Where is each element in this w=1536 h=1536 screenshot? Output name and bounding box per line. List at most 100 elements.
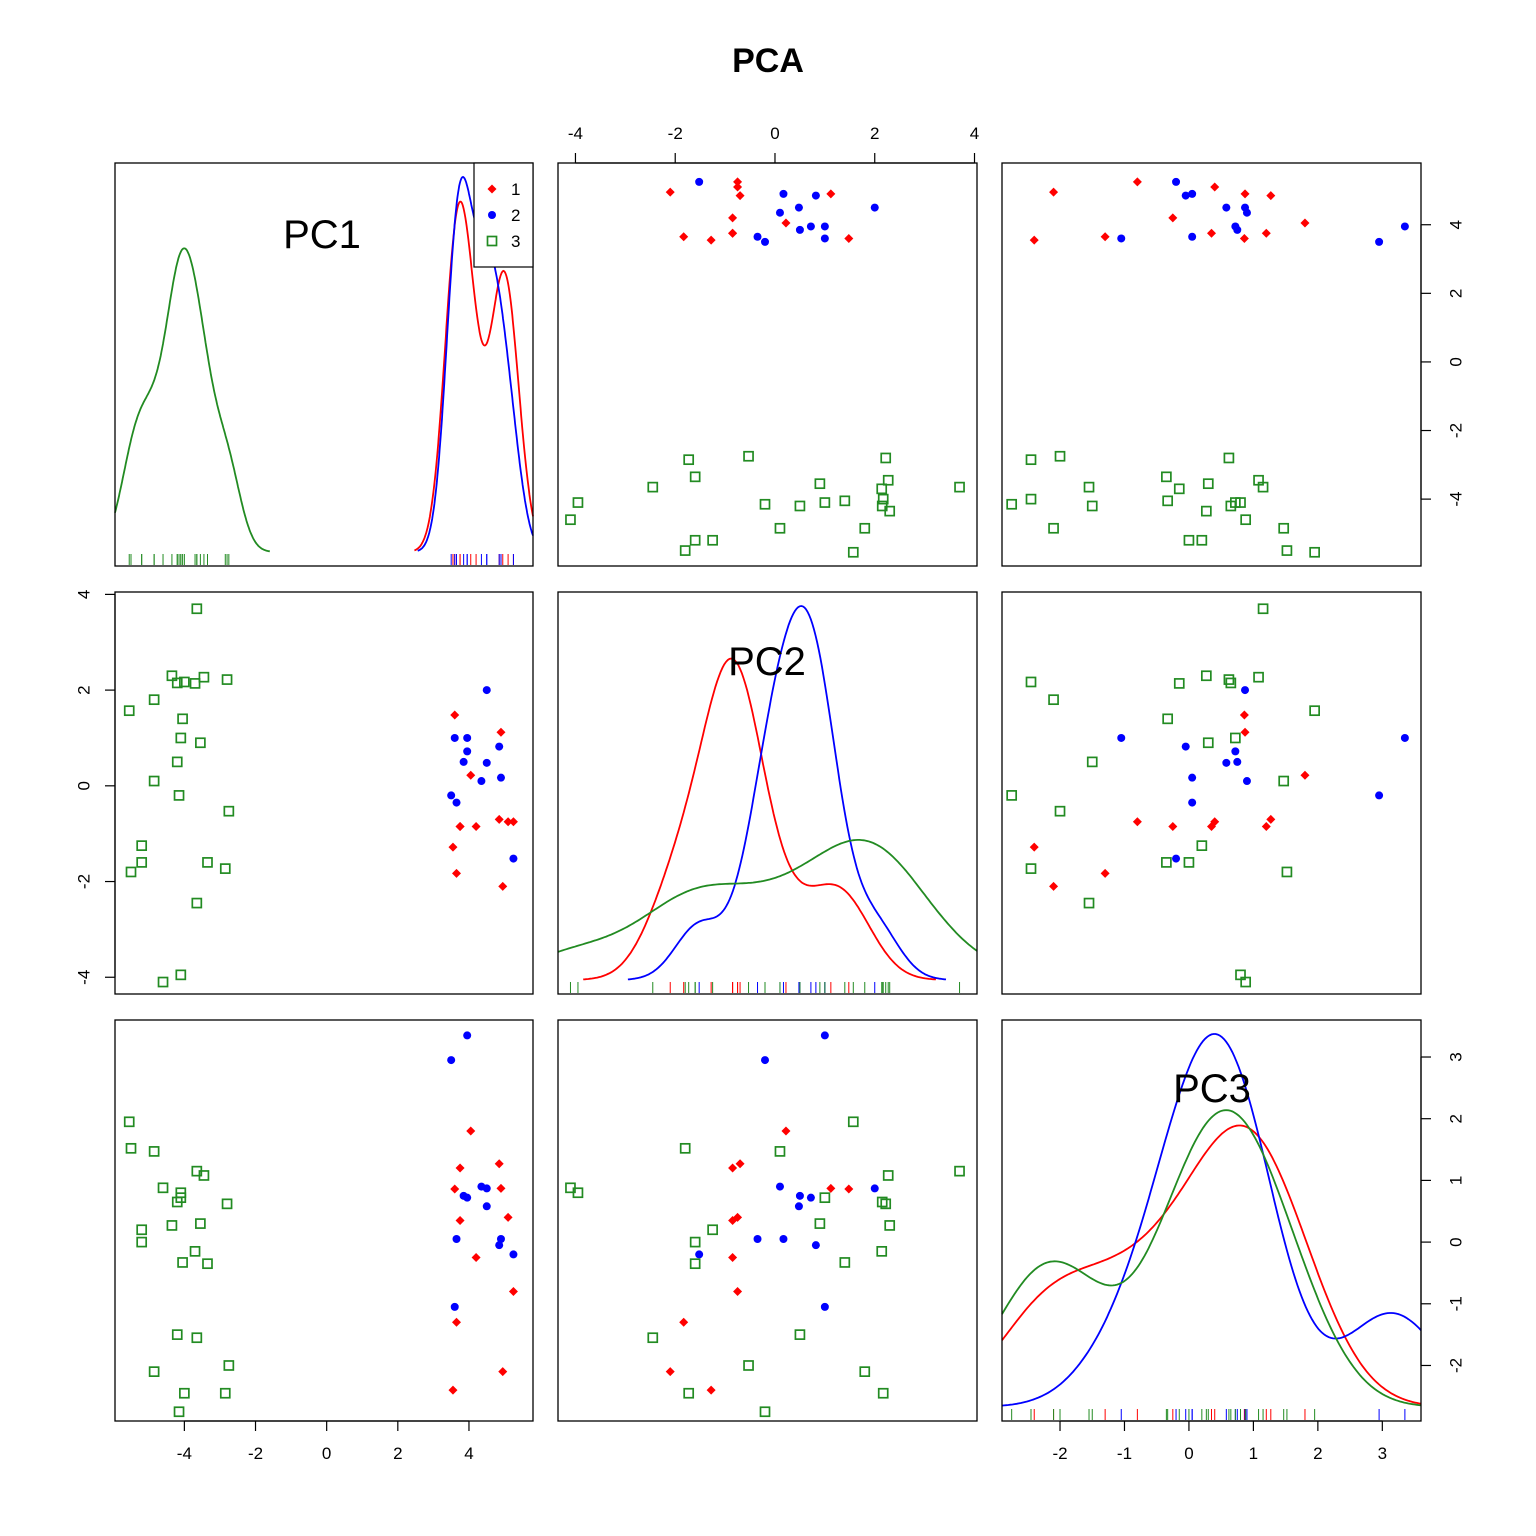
tick-label-pc2: 2	[74, 685, 93, 694]
point-group-3	[1006, 790, 1018, 801]
point-group-1	[1261, 822, 1271, 831]
point-group-3	[189, 1245, 201, 1257]
panel-pc1-vs-pc1: PC1	[114, 162, 534, 567]
point-group-1	[1300, 770, 1310, 780]
point-group-3	[1086, 756, 1098, 768]
point-group-3	[1278, 775, 1290, 787]
point-group-1	[1240, 727, 1250, 737]
panel-pc3-vs-pc2	[557, 1019, 978, 1422]
tick-label-pc1: -2	[248, 1444, 263, 1463]
point-group-3	[689, 1236, 701, 1248]
point-group-3	[1253, 474, 1264, 486]
panel-pc2-vs-pc2: PC2	[557, 591, 978, 995]
point-group-1	[826, 1183, 836, 1193]
tick-label-pc2: 0	[770, 124, 779, 143]
point-group-1	[733, 182, 743, 192]
point-group-3	[1309, 705, 1320, 717]
point-group-3	[877, 493, 889, 505]
point-group-1	[466, 1126, 476, 1136]
point-group-3	[647, 481, 659, 493]
point-group-3	[223, 805, 235, 817]
point-group-2	[1188, 773, 1197, 782]
point-group-2	[695, 177, 704, 186]
tick-label-pc3: -2	[1446, 1358, 1465, 1373]
point-group-3	[707, 1224, 718, 1236]
point-group-3	[877, 1387, 889, 1399]
point-group-2	[761, 1056, 770, 1065]
point-group-2	[1233, 225, 1242, 234]
point-group-3	[1006, 498, 1018, 510]
point-group-1	[508, 1286, 518, 1296]
point-group-3	[774, 522, 786, 534]
point-group-3	[814, 478, 826, 490]
point-group-2	[1222, 203, 1231, 212]
tick-label-pc3: 2	[1313, 1444, 1322, 1463]
point-group-3	[171, 756, 183, 768]
point-group-3	[1025, 493, 1037, 505]
tick-label-pc1: -4	[177, 1444, 192, 1463]
point-group-3	[1278, 522, 1290, 534]
point-group-1	[728, 228, 738, 238]
point-group-3	[202, 857, 213, 868]
tick-label-pc1: 2	[1446, 289, 1465, 298]
tick-label-pc3: 0	[1446, 1237, 1465, 1246]
point-group-3	[1025, 863, 1037, 874]
point-group-1	[665, 1367, 675, 1377]
point-group-3	[189, 678, 201, 689]
point-group-3	[794, 500, 806, 512]
point-group-2	[761, 237, 770, 246]
point-group-1	[1029, 235, 1039, 245]
point-group-3	[847, 546, 859, 558]
tick-label-pc1: 2	[393, 1444, 402, 1463]
point-group-3	[679, 1142, 691, 1154]
tick-label-pc2: 2	[870, 124, 879, 143]
point-group-3	[175, 969, 187, 981]
point-group-3	[880, 452, 892, 464]
point-group-3	[166, 1220, 178, 1231]
tick-label-pc3: 3	[1446, 1052, 1465, 1061]
point-group-3	[202, 1258, 213, 1270]
point-group-1	[1266, 814, 1276, 824]
point-group-2	[806, 1193, 815, 1202]
legend-marker-2	[488, 211, 496, 219]
point-group-3	[195, 737, 206, 749]
point-group-3	[1048, 694, 1059, 706]
point-group-3	[136, 840, 148, 851]
point-group-2	[1117, 234, 1126, 243]
point-group-2	[820, 222, 829, 231]
point-group-3	[177, 713, 188, 725]
point-group-1	[498, 1367, 508, 1377]
point-group-2	[1188, 189, 1197, 198]
panel-frame	[557, 162, 978, 567]
tick-label-pc3: 0	[1184, 1444, 1193, 1463]
point-group-1	[1100, 868, 1110, 878]
point-group-2	[1188, 798, 1197, 807]
point-group-1	[471, 1253, 481, 1263]
point-group-3	[173, 790, 185, 801]
density-curve-pc2-group-1	[583, 657, 936, 981]
point-group-1	[508, 817, 518, 827]
point-group-3	[1025, 454, 1037, 466]
point-group-2	[779, 189, 788, 198]
legend-label-1: 1	[511, 180, 520, 199]
point-group-1	[728, 213, 738, 223]
point-group-2	[695, 1250, 704, 1259]
panel-frame	[557, 1019, 978, 1422]
point-group-3	[876, 1196, 888, 1208]
legend: 1 2 3	[473, 162, 534, 268]
point-group-2	[779, 1235, 788, 1244]
point-group-1	[1261, 228, 1271, 238]
point-group-3	[1173, 483, 1185, 495]
point-group-3	[859, 1366, 871, 1377]
point-group-2	[496, 1235, 505, 1244]
point-group-3	[125, 1142, 137, 1154]
point-group-3	[1054, 450, 1066, 462]
point-group-3	[819, 1192, 831, 1204]
axes: -4 -2 0 2 4 -4 -2 0 2 4 -2 -1 0 1 2 3 -4 -2 0 2 4 -4 -2 0 2 4 -2 -1…	[74, 124, 1465, 1463]
point-group-2	[459, 1191, 468, 1200]
tick-label-pc1: 0	[322, 1444, 331, 1463]
density-curve-pc1-group-1	[414, 200, 534, 552]
point-group-3	[157, 976, 169, 988]
point-group-3	[1054, 805, 1066, 817]
panel-frame	[557, 591, 978, 995]
